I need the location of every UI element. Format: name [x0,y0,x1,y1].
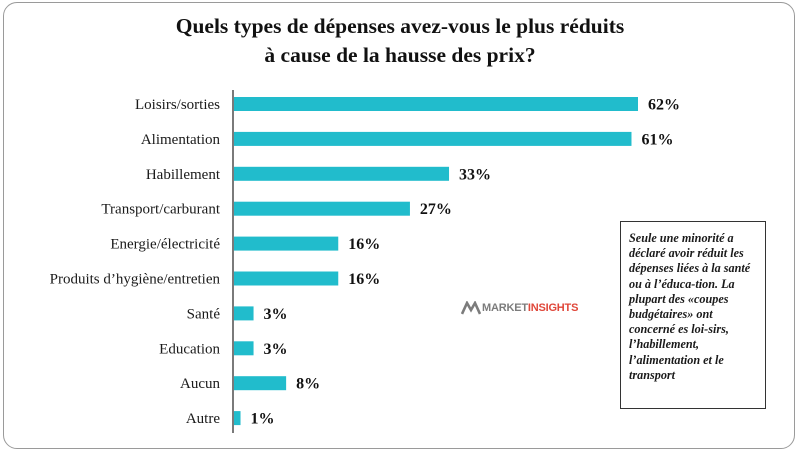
bars-group: Loisirs/sorties 62% Alimentation 61% Habille… [50,97,680,428]
value-label-autre: 1% [251,411,275,428]
bar-produits-d-hygie-ne-entretien [234,271,339,286]
category-label-sante: Santé [187,306,221,322]
chart-title: Quels types de dépenses avez-vous le plu… [0,12,800,70]
bar-alimentation [234,131,632,146]
market-insights-logo: MARKET INSIGHTS [461,299,578,317]
value-label-aucun: 8% [296,376,320,393]
category-label-autre: Autre [186,411,220,427]
bar-energie-e-lectricite [234,236,339,251]
value-label-energie-e-lectricite: 16% [348,236,380,253]
bar-habillement [234,166,450,181]
category-label-habillement: Habillement [146,167,221,183]
chart-frame [3,2,795,449]
value-label-transport-carburant: 27% [420,201,452,218]
bar-loisirs-sorties [234,97,638,111]
value-label-sante: 3% [264,306,288,323]
bar-education [234,341,254,356]
logo-text-insights: INSIGHTS [527,302,579,314]
value-label-loisirs-sorties: 62% [648,97,680,114]
value-label-habillement: 33% [459,166,491,183]
category-label-energie-e-lectricite: Energie/électricité [110,237,220,253]
logo-mark-icon [461,301,481,315]
bar-transport-carburant [234,201,410,216]
bar-sante [234,306,254,321]
category-label-aucun: Aucun [180,376,220,392]
logo-text-market: MARKET [482,302,528,314]
category-label-produits-d-hygie-ne-entretien: Produits d’hygiène/entretien [50,272,221,288]
title-line-1: Quels types de dépenses avez-vous le plu… [175,14,625,38]
note-box: Seule une minorité a déclaré avoir rédui… [620,221,766,409]
value-label-produits-d-hygie-ne-entretien: 16% [348,271,380,288]
category-label-loisirs-sorties: Loisirs/sorties [135,97,220,113]
value-label-alimentation: 61% [641,131,673,148]
title-line-2: à cause de la hausse des prix? [264,43,536,67]
category-label-transport-carburant: Transport/carburant [101,202,220,218]
bar-autre [234,411,241,426]
bar-aucun [234,376,287,391]
category-label-alimentation: Alimentation [141,132,221,148]
category-label-education: Education [159,341,220,357]
value-label-education: 3% [264,341,288,358]
